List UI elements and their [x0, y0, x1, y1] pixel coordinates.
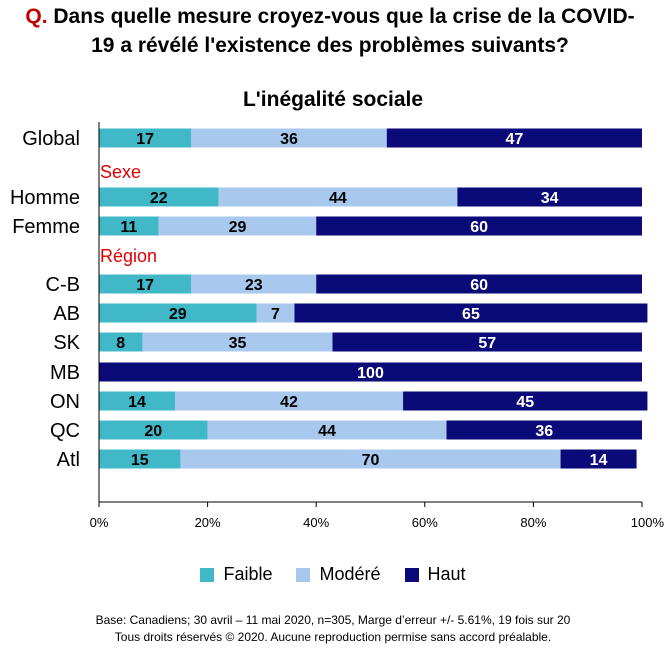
category-label-c-b: C-B	[46, 274, 80, 296]
bar-haut-ab	[294, 303, 648, 323]
category-label-ab: AB	[53, 303, 80, 325]
bar-faible-on	[99, 391, 176, 411]
section-label-sexe: Sexe	[100, 162, 141, 182]
bar-haut-homme	[457, 187, 642, 207]
legend-label-faible: Faible	[223, 564, 273, 584]
bar-modere-sk	[142, 332, 333, 352]
bar-modere-c-b	[191, 274, 317, 294]
x-tick-label-4: 80%	[520, 515, 546, 530]
x-tick-label-0: 0%	[90, 515, 109, 530]
legend-swatch-faible	[200, 567, 215, 582]
data-label-modere-qc: 44	[318, 423, 336, 440]
x-tick-label-5: 100%	[631, 515, 665, 530]
legend: Faible Modéré Haut	[0, 564, 666, 585]
bar-modere-femme	[158, 216, 317, 236]
question-text-line1: Dans quelle mesure croyez-vous que la cr…	[53, 5, 635, 28]
footer-copyright: Tous droits réservés © 2020. Aucune repr…	[114, 630, 552, 644]
data-label-haut-on: 45	[516, 394, 534, 411]
bar-faible-femme	[99, 216, 159, 236]
bar-modere-atl	[180, 449, 561, 469]
data-label-modere-c-b: 23	[245, 277, 263, 294]
bar-modere-ab	[256, 303, 295, 323]
data-label-haut-femme: 60	[470, 219, 488, 236]
data-label-modere-sk: 35	[229, 335, 247, 352]
category-label-femme: Femme	[12, 216, 80, 238]
data-label-modere-ab: 7	[271, 306, 280, 323]
category-label-global: Global	[22, 128, 80, 150]
data-label-modere-atl: 70	[362, 452, 380, 469]
data-label-haut-c-b: 60	[470, 277, 488, 294]
bar-haut-mb	[99, 362, 642, 382]
chart-title: L'inégalité sociale	[242, 88, 424, 111]
legend-item-faible: Faible	[200, 564, 272, 585]
data-label-faible-atl: 15	[131, 452, 149, 469]
bar-modere-qc	[207, 420, 447, 440]
data-label-faible-ab: 29	[169, 306, 187, 323]
legend-item-modere: Modéré	[296, 564, 381, 585]
data-label-modere-femme: 29	[229, 219, 247, 236]
category-label-sk: SK	[53, 332, 80, 354]
data-label-modere-global: 36	[280, 131, 298, 148]
legend-item-haut: Haut	[404, 564, 466, 585]
stacked-bar-chart: Sexe Région Global 17 36 47 Homme 22 44 34 Femme 11…	[10, 122, 665, 530]
legend-label-haut: Haut	[427, 564, 466, 584]
data-label-faible-global: 17	[136, 131, 154, 148]
data-label-haut-atl: 14	[590, 452, 608, 469]
legend-swatch-modere	[296, 567, 311, 582]
bar-faible-homme	[99, 187, 219, 207]
bar-modere-global	[191, 128, 387, 148]
category-label-atl: Atl	[57, 449, 80, 471]
data-label-faible-sk: 8	[116, 335, 125, 352]
bar-faible-sk	[99, 332, 143, 352]
bar-haut-on	[403, 391, 648, 411]
legend-swatch-haut	[404, 567, 419, 582]
x-tick-label-1: 20%	[195, 515, 221, 530]
bar-haut-atl	[560, 449, 637, 469]
category-label-homme: Homme	[10, 187, 80, 209]
data-label-modere-homme: 44	[329, 190, 347, 207]
data-label-haut-homme: 34	[541, 190, 559, 207]
footer-base-note: Base: Canadiens; 30 avril – 11 mai 2020,…	[95, 613, 571, 627]
category-label-on: ON	[50, 391, 80, 413]
data-label-faible-qc: 20	[144, 423, 162, 440]
bar-haut-global	[386, 128, 642, 148]
data-label-faible-homme: 22	[150, 190, 168, 207]
question-prefix: Q.	[25, 5, 48, 28]
category-label-qc: QC	[50, 420, 80, 442]
section-label-région: Région	[100, 246, 157, 266]
data-label-haut-sk: 57	[478, 335, 496, 352]
data-label-haut-qc: 36	[535, 423, 553, 440]
legend-label-modere: Modéré	[319, 564, 381, 584]
bar-faible-global	[99, 128, 192, 148]
question-title: Q. Dans quelle mesure croyez-vous que la…	[0, 2, 660, 60]
bar-faible-qc	[99, 420, 208, 440]
bar-haut-femme	[316, 216, 642, 236]
x-tick-label-2: 40%	[303, 515, 329, 530]
data-label-faible-femme: 11	[120, 219, 137, 236]
x-tick-label-3: 60%	[412, 515, 438, 530]
footer: Base: Canadiens; 30 avril – 11 mai 2020,…	[0, 612, 666, 646]
bar-faible-c-b	[99, 274, 192, 294]
data-label-faible-c-b: 17	[136, 277, 154, 294]
data-label-haut-mb: 100	[357, 365, 384, 382]
bar-modere-on	[175, 391, 404, 411]
bar-haut-c-b	[316, 274, 642, 294]
bar-haut-sk	[332, 332, 642, 352]
data-label-haut-ab: 65	[462, 306, 480, 323]
data-label-haut-global: 47	[505, 131, 523, 148]
bar-modere-homme	[218, 187, 458, 207]
data-label-faible-on: 14	[128, 394, 146, 411]
category-label-mb: MB	[50, 362, 80, 384]
data-label-modere-on: 42	[280, 394, 298, 411]
bar-faible-atl	[99, 449, 181, 469]
bar-haut-qc	[446, 420, 642, 440]
bar-faible-ab	[99, 303, 257, 323]
question-text-line2: 19 a révélé l'existence des problèmes su…	[91, 34, 569, 57]
